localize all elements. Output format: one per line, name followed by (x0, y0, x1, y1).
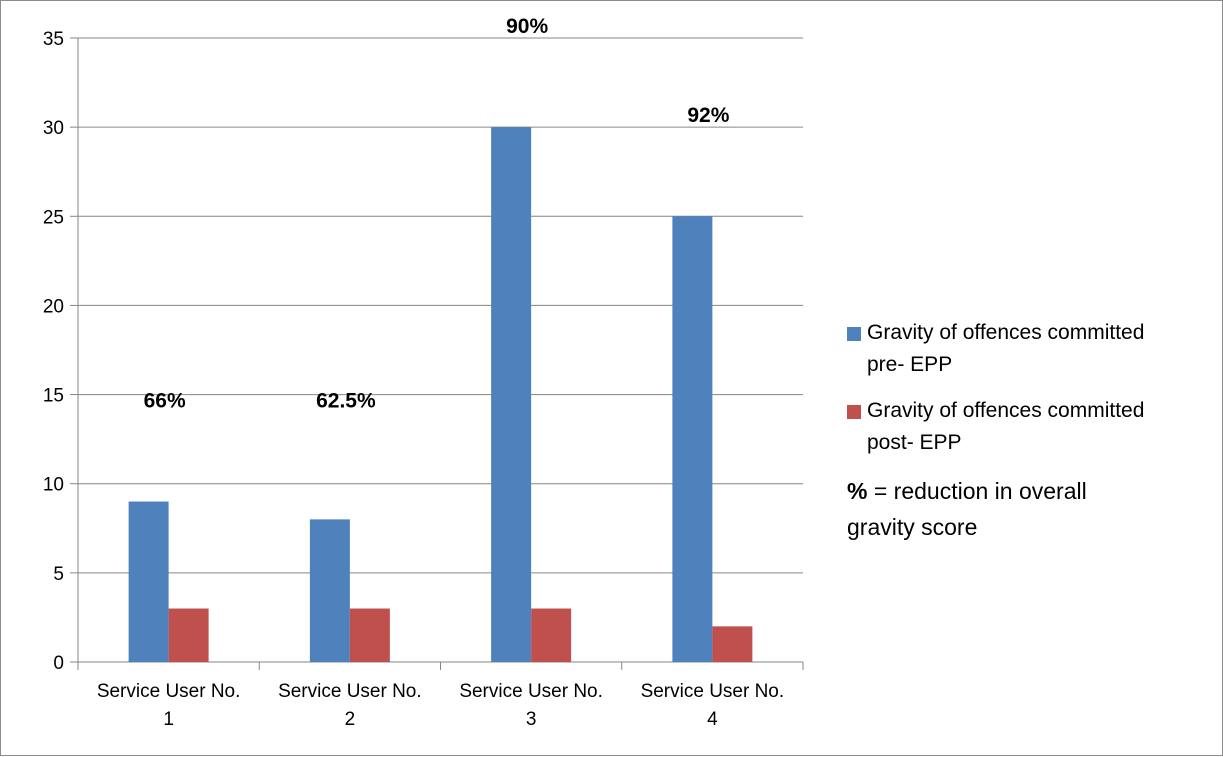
note-text: = reduction in overall (873, 478, 1087, 504)
note-symbol: % (847, 478, 868, 504)
y-tick-label-20: 20 (43, 296, 64, 317)
bar-post-epp-4 (712, 626, 753, 662)
legend-swatch-pre-epp (847, 327, 861, 341)
note-text-line2: gravity score (847, 514, 978, 540)
legend-label-pre-epp-line1: Gravity of offences committed (867, 321, 1145, 344)
bar-pre-epp-2 (309, 519, 350, 662)
annotation-2: 62.5% (316, 389, 376, 412)
legend-item-post-epp: Gravity of offences committed post- EPP (847, 395, 1217, 459)
x-tick-label-4-line2: 4 (707, 709, 718, 730)
legend-note: % = reduction in overall gravity score (847, 473, 1217, 545)
legend-label-post-epp-line1: Gravity of offences committed (867, 399, 1145, 422)
bar-post-epp-3 (531, 608, 572, 662)
y-tick-label-15: 15 (43, 386, 64, 407)
x-tick-label-2-line1: Service User No. (278, 681, 422, 702)
bar-pre-epp-1 (128, 501, 169, 662)
y-tick-label-35: 35 (43, 29, 64, 50)
annotation-1: 66% (144, 389, 186, 412)
annotation-4: 92% (687, 104, 729, 127)
x-tick-label-2-line2: 2 (345, 709, 356, 730)
y-tick-label-30: 30 (43, 118, 64, 139)
bar-pre-epp-4 (672, 216, 713, 663)
y-tick-label-5: 5 (53, 564, 64, 585)
x-tick-label-1-line1: Service User No. (97, 681, 241, 702)
x-tick-label-3-line2: 3 (526, 709, 537, 730)
y-tick-label-0: 0 (53, 653, 64, 674)
annotation-3: 90% (506, 15, 548, 38)
bar-post-epp-2 (349, 608, 390, 662)
y-tick-label-25: 25 (43, 207, 64, 228)
legend: Gravity of offences committed pre- EPP G… (847, 317, 1217, 545)
x-tick-label-3-line1: Service User No. (459, 681, 603, 702)
x-tick-label-4-line1: Service User No. (641, 681, 785, 702)
x-tick-label-1-line2: 1 (163, 709, 174, 730)
bar-pre-epp-3 (491, 127, 532, 662)
legend-label-pre-epp-line2: pre- EPP (867, 353, 953, 376)
legend-item-pre-epp: Gravity of offences committed pre- EPP (847, 317, 1217, 381)
legend-label-post-epp-line2: post- EPP (867, 431, 962, 454)
y-tick-label-10: 10 (43, 475, 64, 496)
legend-swatch-post-epp (847, 405, 861, 419)
bar-post-epp-1 (168, 608, 209, 662)
